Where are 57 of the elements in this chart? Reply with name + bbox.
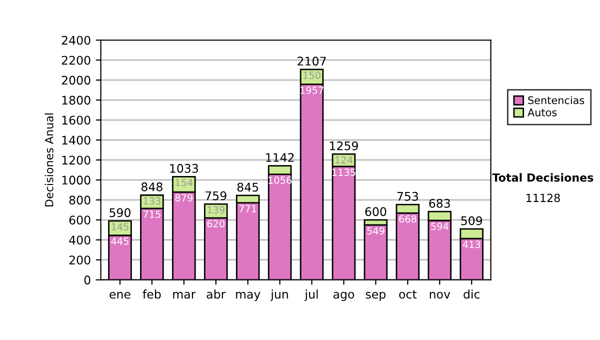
total-label: 683: [429, 198, 450, 208]
data-label: 771: [239, 205, 256, 212]
x-tick-label: ene: [110, 292, 130, 299]
total-label: 600: [365, 207, 386, 216]
data-label: 620: [207, 220, 225, 228]
y-tick-label: 1600: [62, 116, 90, 125]
x-tick-label: nov: [430, 292, 450, 299]
text: Total Decisiones: [492, 173, 594, 182]
data-label: 145: [112, 223, 128, 230]
text: 11128: [526, 194, 560, 202]
y-tick-label: 800: [69, 196, 90, 205]
y-tick-label: 0: [84, 276, 90, 284]
total-label: 848: [141, 182, 162, 192]
y-tick-label: 1800: [62, 96, 90, 105]
total-label: 1259: [330, 141, 358, 150]
y-tick-label: 600: [69, 216, 90, 225]
y-tick-label: 400: [69, 236, 90, 245]
total-label: 509: [461, 216, 482, 226]
y-tick-label: 1200: [62, 156, 90, 165]
x-tick-label: oct: [399, 290, 417, 299]
x-tick-label: abr: [206, 290, 226, 299]
data-label: 124: [336, 156, 352, 164]
x-tick-label: may: [236, 292, 260, 301]
y-tick-label: 1400: [62, 136, 90, 145]
x-tick-label: jul: [304, 290, 318, 301]
x-tick-label: dic: [464, 290, 480, 299]
x-tick-label: jun: [270, 290, 288, 301]
total-label: 590: [110, 208, 130, 218]
data-label: 150: [304, 72, 320, 79]
total-label: 759: [206, 191, 226, 200]
total-label: 1033: [170, 164, 198, 173]
x-tick-label: feb: [142, 290, 161, 299]
data-label: 668: [399, 215, 416, 223]
total-label: 2107: [298, 56, 326, 66]
data-label: 445: [111, 238, 128, 245]
data-label: 594: [431, 222, 448, 230]
total-label: 845: [237, 182, 258, 192]
data-label: 139: [208, 206, 224, 214]
x-tick-label: mar: [173, 292, 196, 299]
y-tick-label: 1000: [62, 176, 90, 185]
data-label: 413: [462, 240, 480, 248]
y-tick-label: 200: [69, 256, 90, 264]
data-label: 133: [144, 197, 160, 205]
data-label: 715: [143, 210, 160, 218]
data-label: 154: [176, 178, 193, 186]
legend-label: Sentencias: [528, 96, 584, 104]
y-axis-title: Decisiones Anual: [44, 113, 54, 206]
y-tick-label: 2400: [62, 36, 90, 45]
data-label: 549: [367, 227, 384, 235]
x-tick-label: sep: [366, 292, 386, 301]
y-tick-label: 2000: [62, 76, 90, 85]
legend-label: Autos: [528, 108, 557, 116]
total-label: 753: [397, 192, 418, 201]
y-tick-label: 2200: [62, 56, 90, 65]
total-label: 1142: [266, 153, 294, 162]
x-tick-label: ago: [333, 292, 354, 301]
data-label: 879: [175, 194, 193, 202]
